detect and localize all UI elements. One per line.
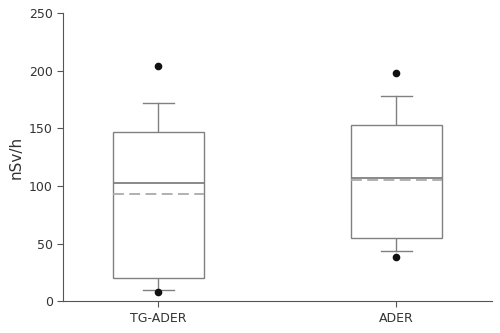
Bar xyxy=(113,132,204,278)
Y-axis label: nSv/h: nSv/h xyxy=(8,136,24,179)
Bar xyxy=(351,125,442,238)
